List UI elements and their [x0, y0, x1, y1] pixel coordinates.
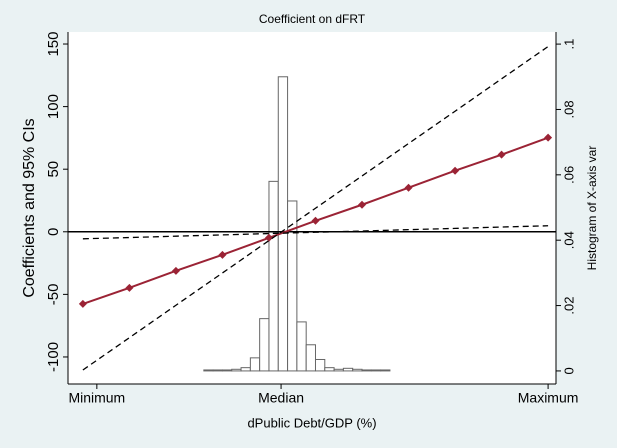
- plot-area: [68, 32, 556, 384]
- x-axis-title: dPublic Debt/GDP (%): [247, 415, 376, 430]
- y-tick-label: -100: [45, 342, 62, 372]
- y2-tick-label: .04: [561, 231, 576, 249]
- x-tick-label: Median: [258, 390, 304, 406]
- histogram-bar: [305, 344, 316, 372]
- y2-tick-label: .06: [561, 166, 576, 184]
- histogram-bar: [231, 368, 242, 372]
- histogram-bar: [203, 369, 214, 372]
- y-tick-label: 0: [45, 228, 62, 236]
- histogram-bar: [296, 321, 307, 372]
- histogram-bar: [287, 200, 298, 372]
- histogram-bar: [259, 318, 270, 372]
- histogram-bar: [240, 367, 251, 372]
- y-tick-label: -50: [45, 284, 62, 306]
- y2-tick-label: .1: [561, 39, 576, 50]
- histogram-bar: [249, 357, 261, 372]
- histogram-bar: [268, 180, 279, 372]
- marker: [358, 200, 367, 209]
- marker: [311, 216, 320, 225]
- series-line: [82, 225, 549, 240]
- y-tick-label: 50: [45, 161, 62, 178]
- x-tick-label: Maximum: [518, 390, 579, 406]
- marker: [451, 166, 460, 175]
- marker: [404, 183, 413, 192]
- y2-tick-label: .08: [561, 100, 576, 118]
- histogram-bar: [314, 358, 326, 372]
- marker: [125, 283, 134, 292]
- histogram-bar: [212, 369, 223, 372]
- marker: [264, 233, 273, 242]
- histogram-bar: [352, 368, 363, 372]
- y2-tick-label: 0: [561, 367, 576, 374]
- histogram-bar: [380, 369, 391, 372]
- histogram-bar: [333, 368, 344, 372]
- series-line: [82, 45, 549, 371]
- chart-title: Coefficient on dFRT: [259, 12, 366, 26]
- y-tick-label: 100: [45, 94, 62, 119]
- histogram-bar: [342, 367, 354, 372]
- histogram-bar: [324, 367, 335, 372]
- marker: [78, 299, 87, 308]
- histogram-bar: [370, 369, 382, 372]
- marker: [544, 133, 553, 142]
- y-axis-title: Coefficients and 95% CIs: [21, 118, 38, 297]
- marker: [171, 266, 180, 275]
- histogram-bar: [277, 76, 289, 372]
- y-tick-label: 150: [45, 32, 62, 57]
- y2-tick-label: .02: [561, 297, 576, 315]
- histogram-bar: [221, 369, 233, 372]
- y2-axis-title: Histogram of X-axis var: [585, 146, 599, 271]
- histogram-bar: [361, 369, 372, 372]
- x-tick-label: Minimum: [68, 390, 125, 406]
- marker: [497, 150, 506, 159]
- marker: [218, 250, 227, 259]
